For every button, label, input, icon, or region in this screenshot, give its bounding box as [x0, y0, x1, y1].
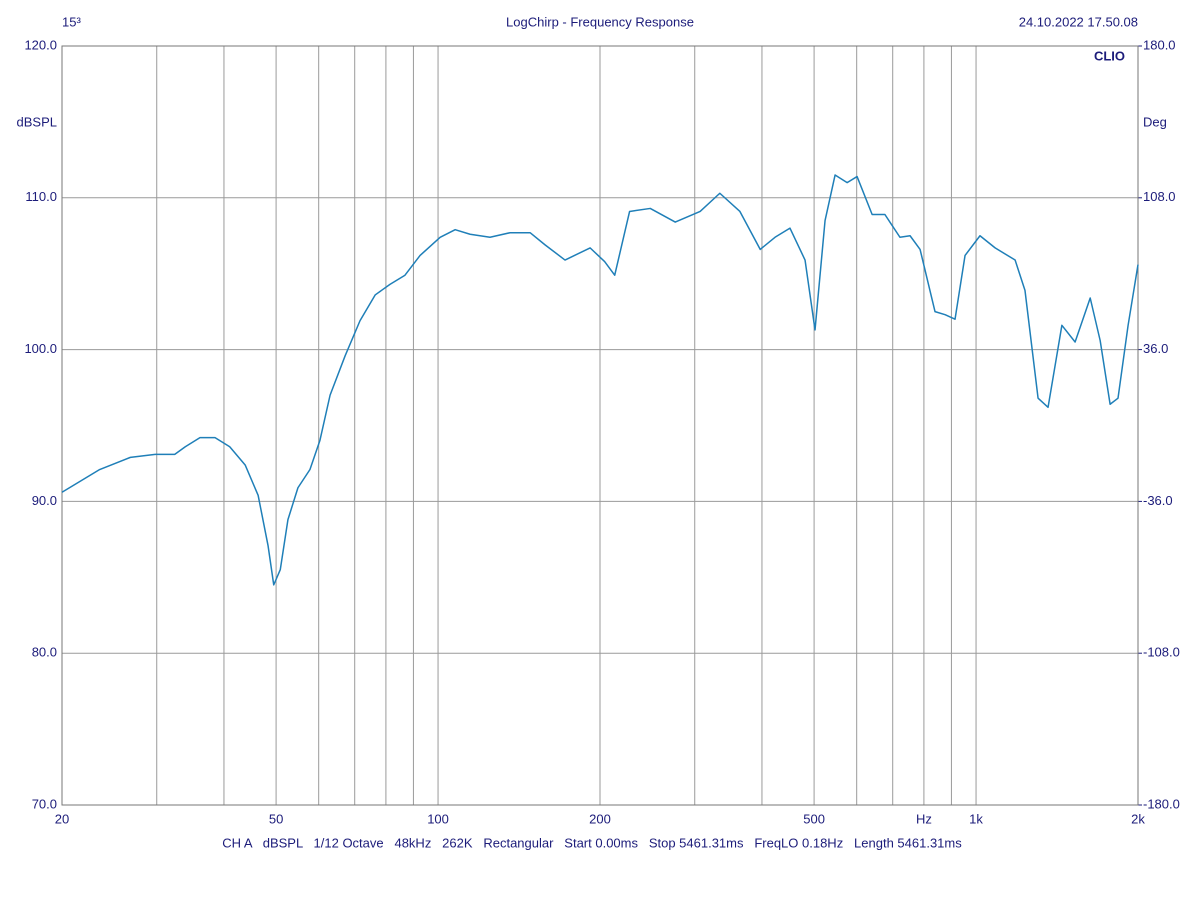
- y2-axis-label: Deg: [1143, 114, 1167, 129]
- y2-tick-label: 180.0: [1143, 37, 1176, 52]
- x-tick-label: 2k: [1131, 811, 1145, 826]
- y2-tick-label: -180.0: [1143, 796, 1180, 811]
- x-tick-label: Hz: [916, 811, 932, 826]
- plot-frame: [61, 45, 1139, 806]
- x-tick-label: 20: [55, 811, 69, 826]
- response-line: [61, 174, 1139, 586]
- x-tick-label: 500: [803, 811, 825, 826]
- y-tick-label: 120.0: [24, 37, 57, 52]
- x-tick-label: 200: [589, 811, 611, 826]
- y-tick-label: 110.0: [25, 189, 57, 204]
- y-tick-label: 90.0: [32, 493, 57, 508]
- timestamp: 24.10.2022 17.50.08: [1019, 14, 1138, 29]
- chart-title: LogChirp - Frequency Response: [506, 14, 694, 29]
- y-axis-label: dBSPL: [17, 114, 57, 129]
- brand: CLIO: [1094, 48, 1125, 63]
- y-tick-label: 80.0: [32, 645, 57, 660]
- y2-tick-label: 36.0: [1143, 341, 1168, 356]
- y2-tick-label: -108.0: [1143, 645, 1180, 660]
- x-tick-label: 50: [269, 811, 283, 826]
- y2-tick-label: 108.0: [1143, 189, 1176, 204]
- x-tick-label: 100: [427, 811, 449, 826]
- top-left-label: 15³: [62, 14, 81, 29]
- y-tick-label: 100.0: [24, 341, 57, 356]
- footer: CH A dBSPL 1/12 Octave 48kHz 262K Rectan…: [222, 835, 962, 850]
- y2-tick-label: -36.0: [1143, 493, 1173, 508]
- y-tick-label: 70.0: [32, 796, 57, 811]
- x-tick-label: 1k: [969, 811, 983, 826]
